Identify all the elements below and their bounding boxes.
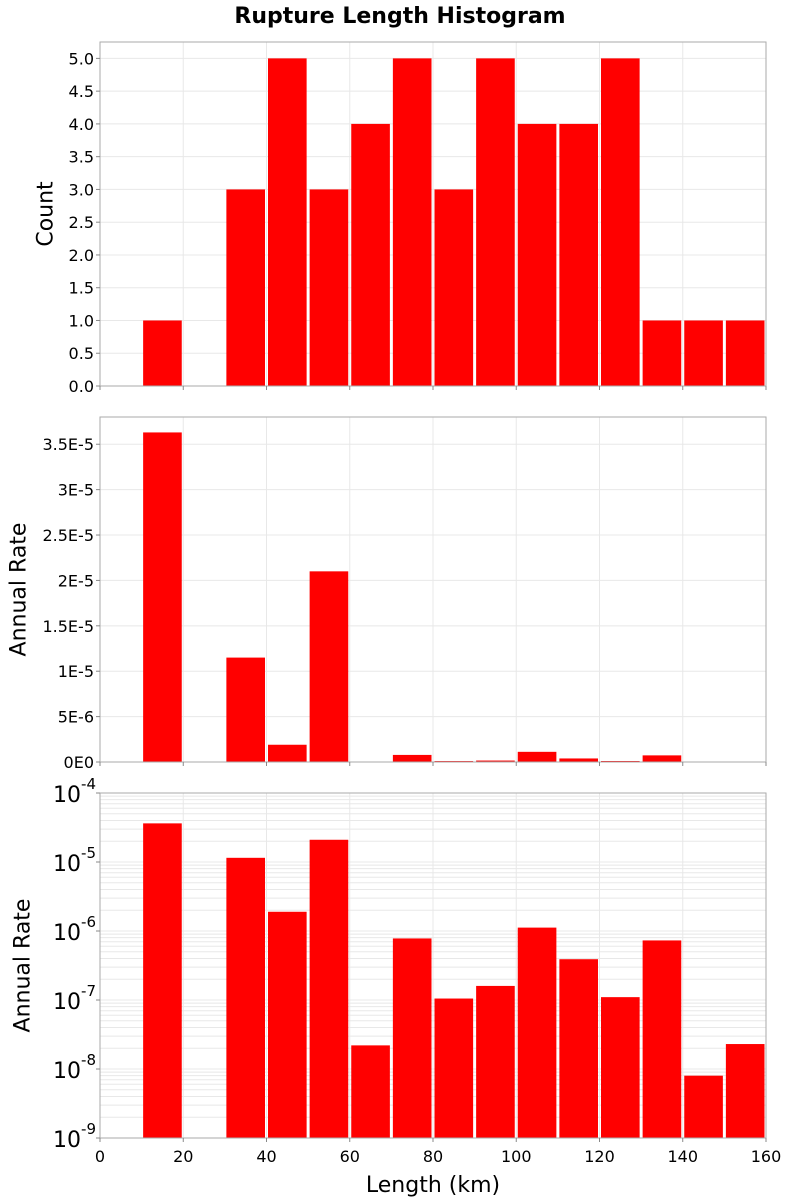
histogram-bar <box>518 124 557 386</box>
x-tick-label: 120 <box>584 1147 615 1166</box>
histogram-bar <box>393 938 432 1138</box>
y-tick-label: 10-7 <box>53 982 96 1015</box>
histogram-bar <box>476 58 515 386</box>
histogram-bar <box>268 58 307 386</box>
histogram-bar <box>643 940 682 1138</box>
x-tick-label: 60 <box>340 1147 360 1166</box>
panels-group: 0.0 0.5 1.0 1.5 2.0 2.5 3.0 3.5 4.0 4.5 5.0 Count 0E… <box>7 42 782 1166</box>
y-tick-label: 5.0 <box>69 49 94 68</box>
y-tick-label: 2.5E-5 <box>42 526 94 545</box>
y-tick-label: 2E-5 <box>58 571 94 590</box>
panel-2: 0E0 5E-6 1E-5 1.5E-5 2E-5 2.5E-5 3E-5 3.5E-5 Ann… <box>7 417 766 772</box>
x-tick-label: 40 <box>256 1147 276 1166</box>
x-tick-label: 140 <box>667 1147 698 1166</box>
histogram-bar <box>559 758 598 762</box>
histogram-bar <box>643 755 682 762</box>
histogram-bar <box>435 189 474 386</box>
histogram-bar <box>476 986 515 1138</box>
y-tick-label: 10-9 <box>53 1120 96 1153</box>
histogram-bar <box>351 1045 390 1138</box>
histogram-bar <box>559 124 598 386</box>
histogram-bar <box>310 840 349 1138</box>
y-tick-label: 0E0 <box>64 753 94 772</box>
histogram-bar <box>684 320 723 386</box>
panel-3: 10-9 10-8 10-7 10-6 10-5 10-4 Annual Rate 0 20 40… <box>11 775 782 1166</box>
y-tick-label: 3.5E-5 <box>42 435 94 454</box>
histogram-bar <box>393 58 432 386</box>
histogram-bar <box>226 189 265 386</box>
y-tick-label: 3.0 <box>69 180 94 199</box>
y-tick-label: 0.5 <box>69 344 94 363</box>
histogram-bar <box>643 320 682 386</box>
panel-1: 0.0 0.5 1.0 1.5 2.0 2.5 3.0 3.5 4.0 4.5 5.0 Count <box>34 42 766 396</box>
x-tick-label: 0 <box>95 1147 105 1166</box>
y-tick-label: 4.0 <box>69 115 94 134</box>
y-tick-label: 4.5 <box>69 82 94 101</box>
histogram-bar <box>726 1044 765 1138</box>
histogram-bar <box>310 571 349 762</box>
histogram-bar <box>726 320 765 386</box>
x-tick-label: 160 <box>751 1147 782 1166</box>
histogram-bar <box>393 755 432 762</box>
histogram-bar <box>435 999 474 1138</box>
histogram-bar <box>559 959 598 1138</box>
y-tick-label: 2.5 <box>69 213 94 232</box>
y-tick-label: 3.5 <box>69 148 94 167</box>
histogram-bar <box>143 320 182 386</box>
y-tick-label: 1.5 <box>69 279 94 298</box>
histogram-bar <box>684 1076 723 1138</box>
histogram-bar <box>601 997 640 1138</box>
y-tick-label: 0.0 <box>69 377 94 396</box>
histogram-bar <box>518 752 557 762</box>
y-tick-label: 10-6 <box>53 913 96 946</box>
y-tick-label: 1.0 <box>69 311 94 330</box>
y-axis-label: Annual Rate <box>11 899 36 1033</box>
histogram-bar <box>143 432 182 762</box>
histogram-bar <box>268 745 307 762</box>
y-tick-label: 10-4 <box>53 775 96 808</box>
histogram-bar <box>351 124 390 386</box>
y-tick-label: 10-8 <box>53 1051 96 1084</box>
histogram-bar <box>268 912 307 1138</box>
x-tick-label: 100 <box>501 1147 532 1166</box>
histogram-bar <box>518 928 557 1138</box>
y-tick-label: 5E-6 <box>58 708 94 727</box>
y-tick-label: 3E-5 <box>58 481 94 500</box>
y-axis-label: Annual Rate <box>7 523 32 657</box>
x-axis-label: Length (km) <box>366 1173 500 1198</box>
histogram-bar <box>601 58 640 386</box>
x-tick-label: 20 <box>173 1147 193 1166</box>
histogram-bar <box>226 858 265 1138</box>
chart-title: Rupture Length Histogram <box>234 4 565 29</box>
y-axis-label: Count <box>34 181 59 247</box>
y-tick-label: 1.5E-5 <box>42 617 94 636</box>
x-tick-label: 80 <box>423 1147 443 1166</box>
histogram-bar <box>310 189 349 386</box>
histogram-bar <box>226 658 265 762</box>
y-tick-label: 2.0 <box>69 246 94 265</box>
y-tick-label: 10-5 <box>53 844 96 877</box>
y-tick-label: 1E-5 <box>58 662 94 681</box>
histogram-bar <box>143 823 182 1138</box>
